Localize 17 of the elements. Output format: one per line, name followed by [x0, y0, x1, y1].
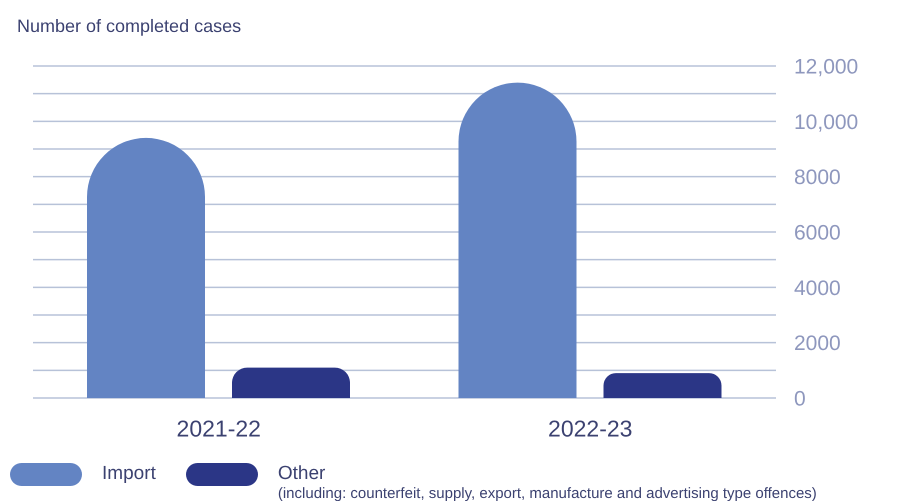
y-tick-label: 10,000	[794, 110, 858, 134]
legend-label: Import	[102, 463, 156, 485]
y-axis-title: Number of completed cases	[17, 16, 242, 37]
y-tick-label: 0	[794, 387, 806, 410]
bar	[458, 82, 576, 398]
y-tick-label: 4000	[794, 276, 841, 300]
y-tick-label: 2000	[794, 332, 841, 356]
x-tick-label: 2022-23	[548, 415, 632, 442]
x-tick-label: 2021-22	[176, 415, 261, 442]
y-tick-label: 6000	[794, 221, 841, 244]
y-tick-label: 8000	[794, 166, 841, 190]
text: (including: counterfeit, supply, export, manufacture and advertising type offences)	[278, 485, 817, 501]
bar	[604, 373, 722, 398]
bar	[232, 368, 350, 398]
legend-label: Other	[278, 463, 326, 485]
bar	[87, 138, 205, 398]
y-tick-label: 12,000	[794, 55, 858, 78]
